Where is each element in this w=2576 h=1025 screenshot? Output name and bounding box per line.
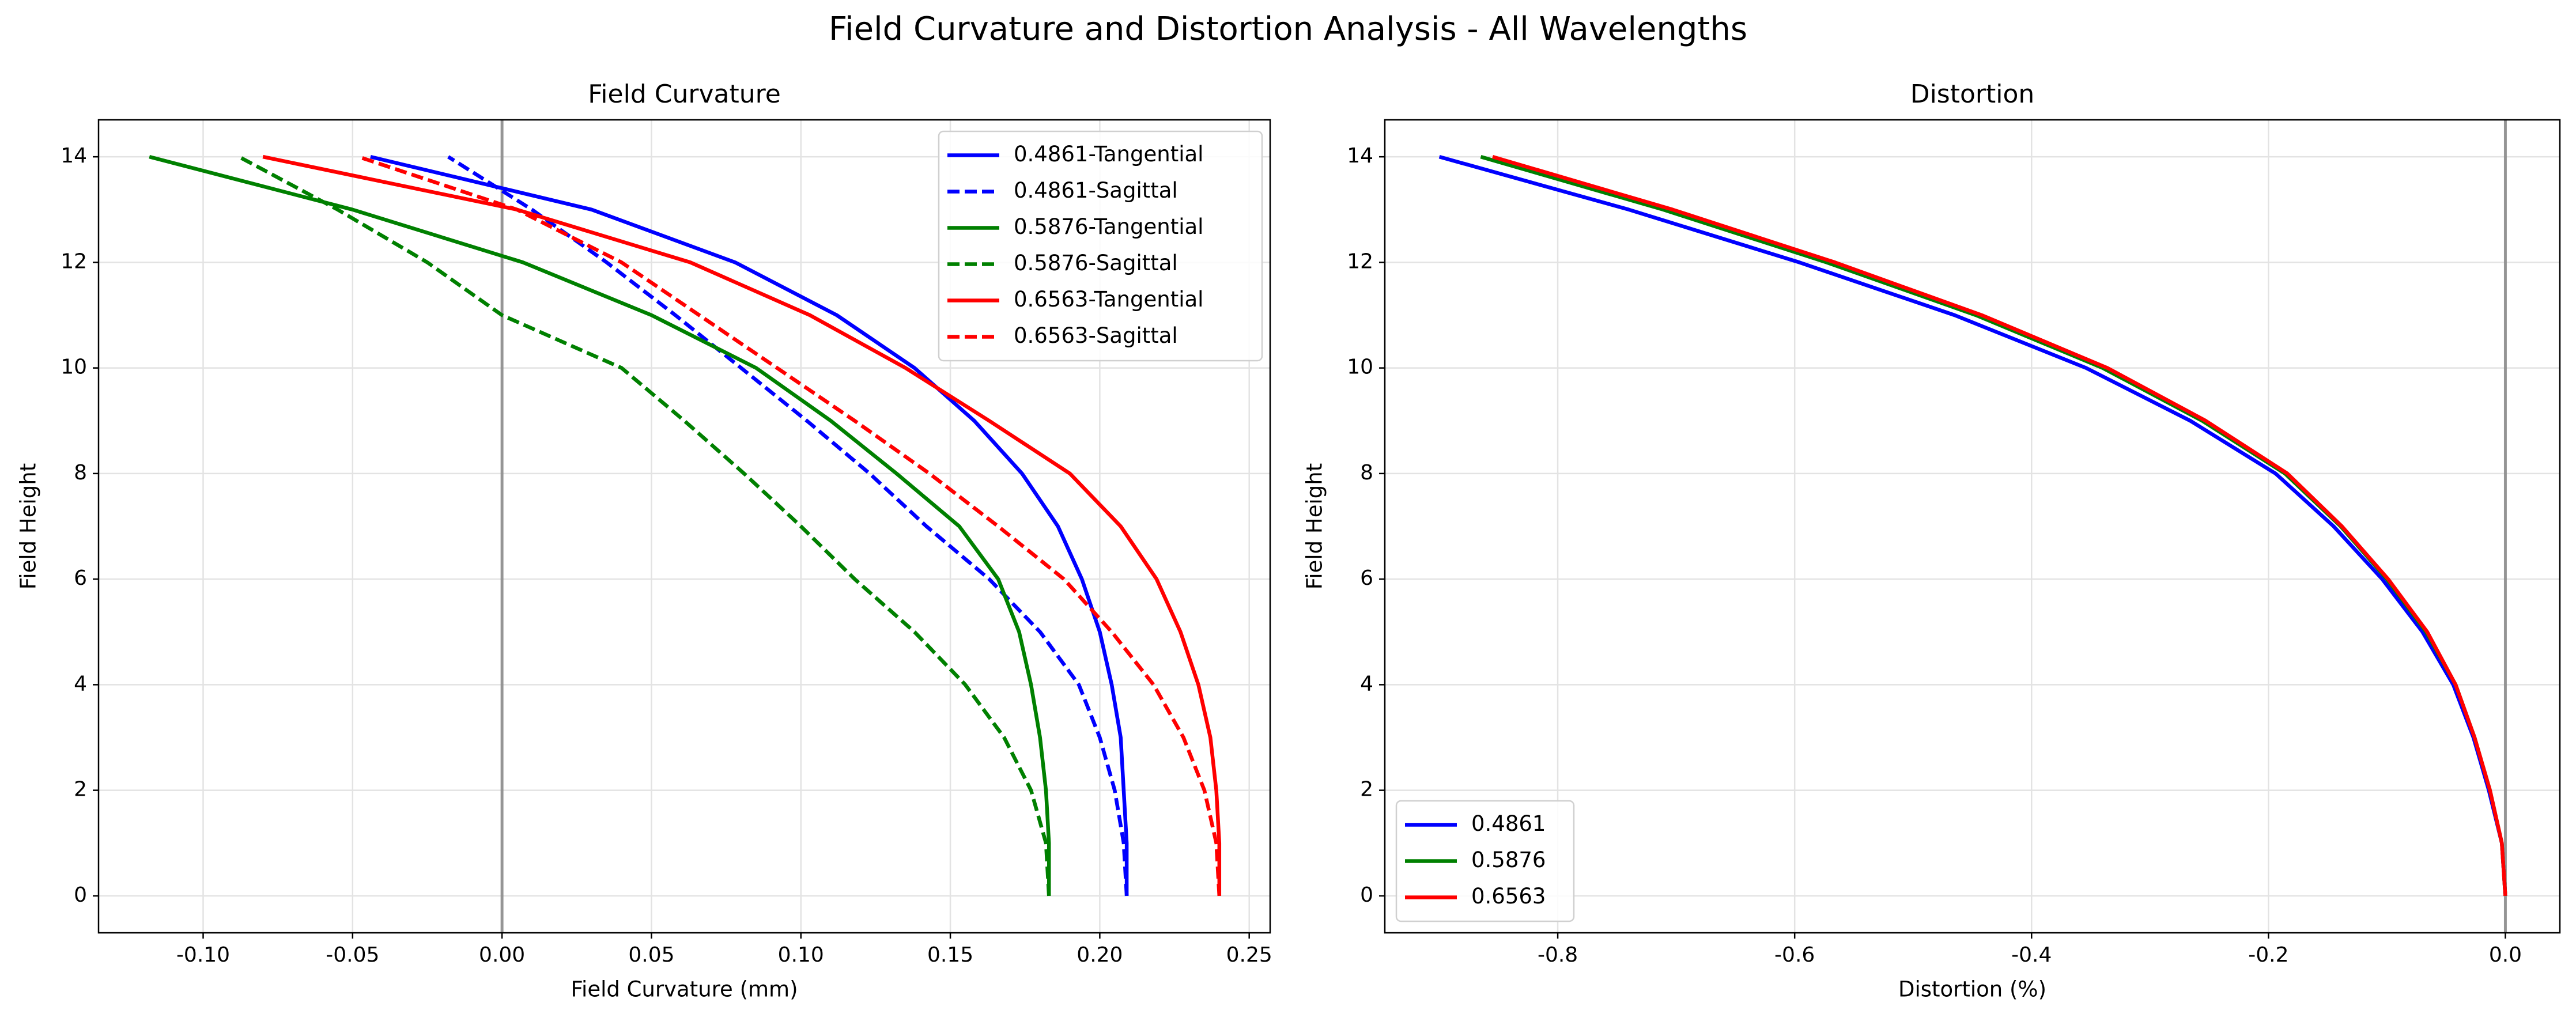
y-tick-label: 0	[74, 883, 87, 907]
x-tick-label: 0.00	[479, 943, 525, 967]
x-axis-label: Distortion (%)	[1898, 977, 2046, 1002]
series-line	[149, 154, 1051, 896]
y-tick-label: 2	[74, 778, 87, 801]
x-tick-label: 0.25	[1226, 943, 1272, 967]
y-tick-label: 8	[74, 461, 87, 485]
x-tick-label: 0.0	[2489, 943, 2522, 967]
y-tick-label: 6	[1360, 566, 1373, 590]
x-tick-label: -0.8	[1538, 943, 1578, 967]
x-tick-label: -0.4	[2011, 943, 2052, 967]
x-tick-label: 0.10	[778, 943, 824, 967]
legend-label: 0.6563	[1471, 884, 1546, 909]
y-tick-label: 10	[61, 355, 87, 379]
x-axis-label: Field Curvature (mm)	[571, 977, 798, 1002]
series-line	[1492, 154, 2507, 897]
series-line	[370, 154, 1129, 896]
y-tick-label: 4	[74, 672, 87, 695]
legend-label: 0.6563-Tangential	[1014, 287, 1203, 312]
x-tick-label: 0.20	[1077, 943, 1123, 967]
legend-label: 0.4861-Tangential	[1014, 142, 1203, 167]
series-line	[238, 155, 1051, 897]
x-tick-label: 0.05	[628, 943, 674, 967]
y-tick-label: 0	[1360, 883, 1373, 907]
legend-label: 0.5876-Tangential	[1014, 214, 1203, 239]
y-tick-label: 14	[61, 144, 87, 168]
series-line	[447, 155, 1129, 897]
legend-box	[1395, 800, 1575, 922]
x-tick-label: -0.6	[1774, 943, 1815, 967]
axes-frame	[1384, 119, 2561, 934]
series-line	[358, 155, 1222, 897]
y-tick-label: 12	[1347, 249, 1373, 273]
x-tick-label: -0.10	[176, 943, 230, 967]
x-tick-label: 0.15	[927, 943, 973, 967]
y-tick-label: 14	[1347, 144, 1373, 168]
y-tick-label: 6	[74, 566, 87, 590]
x-tick-label: -0.2	[2248, 943, 2288, 967]
figure-title: Field Curvature and Distortion Analysis …	[829, 10, 1747, 48]
y-tick-label: 10	[1347, 355, 1373, 379]
legend-label: 0.5876-Sagittal	[1014, 251, 1178, 275]
axes-frame	[97, 119, 1271, 934]
x-tick-label: -0.05	[326, 943, 379, 967]
legend-label: 0.4861-Sagittal	[1014, 178, 1178, 203]
y-tick-label: 8	[1360, 461, 1373, 485]
y-tick-label: 2	[1360, 778, 1373, 801]
legend-label: 0.6563-Sagittal	[1014, 323, 1178, 348]
y-tick-label: 4	[1360, 672, 1373, 695]
y-tick-label: 12	[61, 249, 87, 273]
legend-label: 0.4861	[1471, 811, 1546, 836]
axes-title: Field Curvature	[588, 80, 781, 109]
legend-label: 0.5876	[1471, 848, 1546, 872]
legend-box	[938, 130, 1263, 362]
y-axis-label: Field Height	[1302, 463, 1327, 589]
y-axis-label: Field Height	[16, 463, 41, 589]
axes-title: Distortion	[1910, 80, 2035, 109]
series-line	[262, 154, 1222, 896]
